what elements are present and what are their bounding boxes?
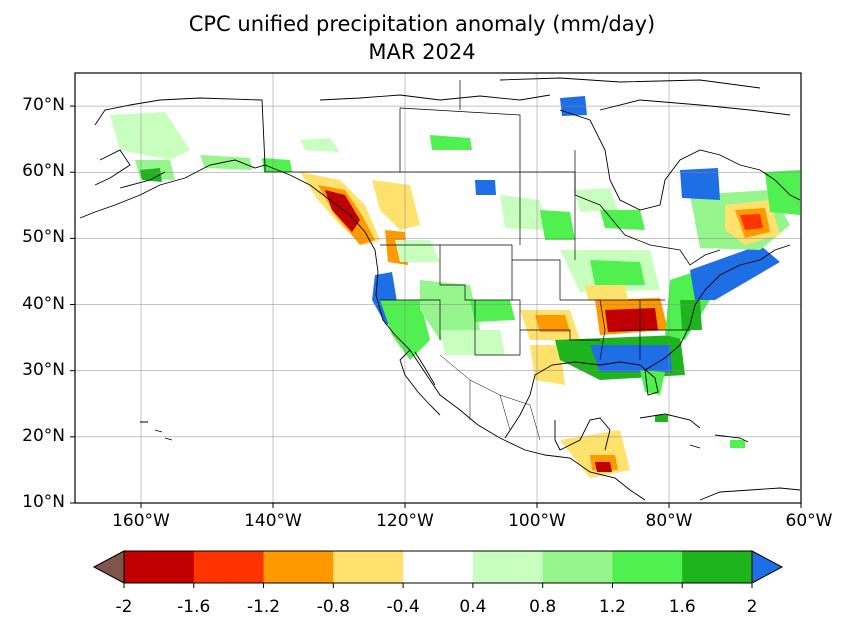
chart-subtitle: MAR 2024 — [368, 40, 476, 64]
colorbar-cell — [403, 551, 474, 583]
colorbar-cell — [542, 551, 613, 583]
colorbar-cell — [263, 551, 334, 583]
colorbar-tick-label: -0.8 — [316, 597, 350, 617]
lat-tick-label: 60°N — [22, 161, 65, 182]
colorbar-over-arrow — [751, 550, 784, 584]
lon-tick-label: 100°W — [508, 511, 566, 531]
colorbar-cell — [612, 551, 683, 583]
lon-tick-label: 60°W — [785, 511, 833, 531]
lat-tick-label: 70°N — [22, 95, 65, 116]
colorbar-cell — [333, 551, 404, 583]
colorbar-cell — [682, 551, 753, 583]
lat-tick-label: 40°N — [22, 293, 65, 314]
colorbar-cell — [193, 551, 265, 583]
colorbar-tick-label: 1.6 — [668, 597, 696, 617]
map-frame — [74, 72, 802, 504]
lat-tick-label: 20°N — [22, 425, 65, 446]
colorbar-cell — [472, 551, 544, 583]
lon-tick-label: 120°W — [376, 511, 434, 531]
lat-tick-marks — [70, 105, 75, 504]
colorbar-under-arrow — [92, 550, 125, 584]
colorbar-tick-label: -2 — [115, 597, 133, 617]
lat-tick-label: 30°N — [22, 359, 65, 380]
colorbar-tick-label: 0.4 — [459, 597, 487, 617]
coastlines — [79, 77, 801, 501]
colorbar-tick-label: -1.2 — [246, 597, 281, 617]
colorbar-tick-label: 0.8 — [529, 597, 557, 617]
lon-tick-label: 80°W — [645, 511, 693, 531]
lon-tick-marks — [140, 503, 802, 508]
colorbar-tick-label: 2 — [746, 597, 758, 617]
colorbar — [92, 550, 784, 588]
chart-title: CPC unified precipitation anomaly (mm/da… — [188, 12, 656, 36]
colorbar-frame — [123, 550, 753, 584]
lat-tick-label: 50°N — [22, 227, 65, 248]
colorbar-cell — [124, 551, 195, 583]
colorbar-tick-label: -1.6 — [177, 597, 211, 617]
lat-tick-label: 10°N — [22, 492, 65, 512]
map-area — [75, 73, 801, 503]
lon-tick-label: 160°W — [112, 511, 170, 531]
colorbar-tick-label: -0.4 — [386, 597, 420, 617]
colorbar-tick-label: 1.2 — [598, 597, 626, 617]
lon-tick-label: 140°W — [244, 511, 302, 531]
